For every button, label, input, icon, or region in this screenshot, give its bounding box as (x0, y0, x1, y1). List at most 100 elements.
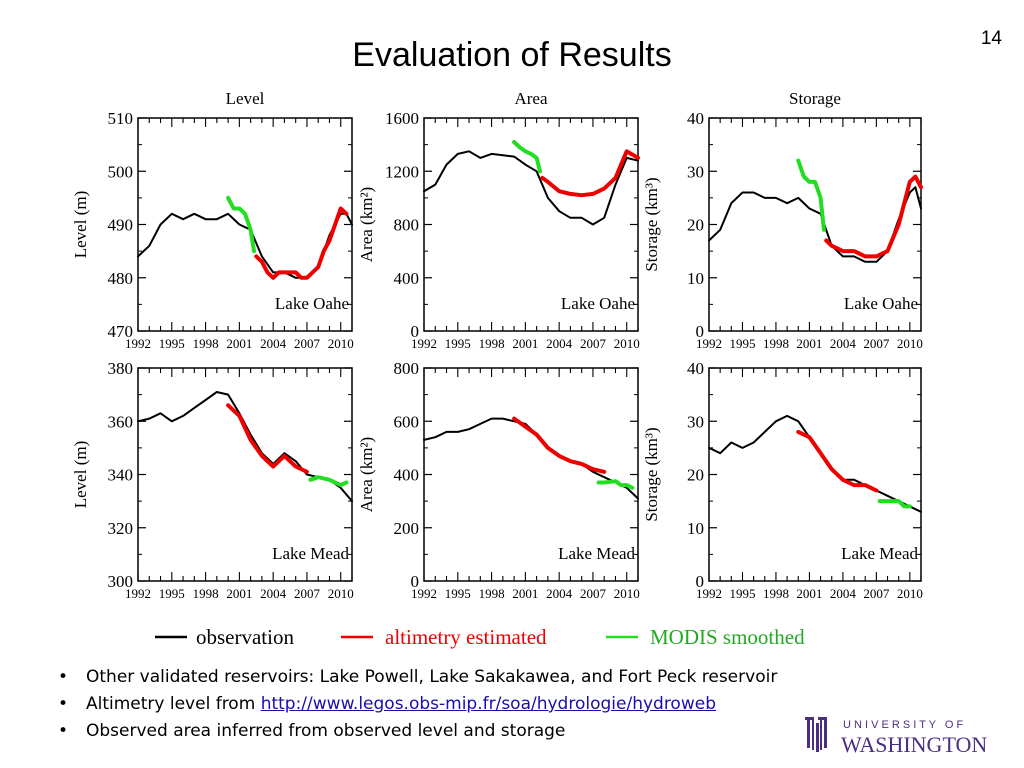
x-tick-label: 2007 (580, 586, 607, 601)
y-tick-label: 300 (108, 572, 134, 591)
series-line-MODIS-smoothed (596, 479, 635, 490)
y-tick-label: 400 (394, 269, 420, 288)
series-line-MODIS-smoothed (226, 195, 256, 254)
x-tick-label: 2004 (260, 586, 287, 601)
x-tick-label: 2001 (796, 336, 822, 351)
y-tick-label: 20 (687, 216, 704, 235)
x-tick-label: 1998 (193, 586, 219, 601)
y-tick-label: 10 (687, 519, 704, 538)
column-titles: Level Area Storage (226, 89, 841, 108)
x-tick-label: 2010 (614, 586, 640, 601)
lake-annotation: Lake Mead (272, 544, 349, 563)
x-tick-label: 1998 (479, 336, 505, 351)
x-tick-label: 2010 (328, 586, 354, 601)
lake-annotation: Lake Mead (841, 544, 918, 563)
x-tick-label: 2001 (796, 586, 822, 601)
series-line-observation (137, 212, 353, 279)
x-tick-label: 2010 (897, 336, 923, 351)
x-tick-label: 2007 (863, 586, 890, 601)
x-tick-label: 1995 (159, 336, 185, 351)
x-tick-label: 2010 (897, 586, 923, 601)
series-line-MODIS-smoothed (512, 140, 542, 174)
bullet-list: Other validated reservoirs: Lake Powell,… (58, 664, 777, 745)
lake-annotation: Lake Oahe (275, 294, 349, 313)
x-tick-label: 1998 (193, 336, 219, 351)
column-title-storage: Storage (789, 89, 841, 108)
lake-annotation: Lake Oahe (561, 294, 635, 313)
bullet-text: Other validated reservoirs: Lake Powell,… (86, 667, 778, 687)
x-tick-label: 1995 (729, 586, 755, 601)
x-tick-label: 2007 (294, 336, 321, 351)
x-tick-label: 1992 (411, 586, 437, 601)
legend-modis-label: MODIS smoothed (650, 625, 805, 649)
x-tick-label: 2004 (830, 586, 857, 601)
x-tick-label: 1992 (696, 336, 722, 351)
y-tick-label: 380 (108, 359, 134, 378)
y-tick-label: 500 (108, 162, 134, 181)
y-axis-label: Level (m) (71, 191, 90, 259)
y-tick-label: 600 (394, 412, 420, 431)
y-axis-label: Level (m) (71, 441, 90, 509)
y-tick-label: 470 (108, 322, 134, 341)
column-title-level: Level (226, 89, 265, 108)
x-tick-label: 2001 (226, 336, 252, 351)
bullet-item: Other validated reservoirs: Lake Powell,… (58, 664, 777, 691)
y-tick-label: 490 (108, 216, 134, 235)
y-tick-label: 800 (394, 216, 420, 235)
x-tick-label: 1992 (125, 586, 151, 601)
plot-panel: 0 10 20 30 40 1992 1995 1998 2001 2004 2007 2010 Sto… (642, 359, 923, 601)
legend: observation altimetry estimated MODIS sm… (155, 625, 805, 649)
x-tick-label: 1995 (159, 586, 185, 601)
x-tick-label: 2004 (546, 586, 573, 601)
x-tick-label: 1995 (729, 336, 755, 351)
x-tick-label: 1992 (125, 336, 151, 351)
legend-observation-label: observation (196, 625, 294, 649)
bullet-text: Altimetry level from (86, 694, 261, 714)
x-tick-label: 1998 (479, 586, 505, 601)
bullet-item: Altimetry level from http://www.legos.ob… (58, 691, 777, 718)
bullet-item: Observed area inferred from observed lev… (58, 718, 777, 745)
y-tick-label: 360 (108, 412, 134, 431)
y-tick-label: 0 (411, 572, 420, 591)
y-tick-label: 30 (687, 412, 704, 431)
x-tick-label: 2007 (863, 336, 890, 351)
logo-washington: WASHINGTON (841, 732, 987, 757)
uw-w-mark-icon (805, 717, 827, 752)
y-tick-label: 0 (696, 322, 705, 341)
lake-annotation: Lake Oahe (844, 294, 918, 313)
plot-panel: 0 200 400 600 800 1992 1995 1998 2001 2004 2007 201… (357, 359, 640, 601)
x-tick-label: 2010 (328, 336, 354, 351)
plot-panel: 470 480 490 500 510 1992 1995 1998 2001 2004 2007 2… (71, 109, 354, 351)
series-line-altimetry-estimated (796, 429, 879, 493)
x-tick-label: 2001 (512, 336, 538, 351)
y-tick-label: 1200 (385, 162, 419, 181)
y-axis-label: Storage (km³) (642, 177, 661, 271)
x-tick-label: 2007 (294, 586, 321, 601)
slide-number: 14 (980, 28, 1002, 49)
series-line-MODIS-smoothed (877, 499, 912, 509)
y-tick-label: 800 (394, 359, 420, 378)
series-line-altimetry-estimated (540, 149, 640, 198)
series-line-MODIS-smoothed (308, 475, 349, 488)
y-tick-label: 0 (696, 572, 705, 591)
y-tick-label: 40 (687, 109, 704, 128)
series-line-observation (137, 391, 353, 503)
y-axis-label: Area (km²) (357, 437, 376, 512)
series-line-altimetry-estimated (254, 206, 349, 280)
y-tick-label: 200 (394, 519, 420, 538)
university-logo: U N I V E R S I T Y O F WASHINGTON (805, 717, 987, 757)
plot-panel: 300 320 340 360 380 1992 1995 1998 2001 2004 2007 2… (71, 359, 354, 601)
y-tick-label: 1600 (385, 109, 419, 128)
hydroweb-link[interactable]: http://www.legos.obs-mip.fr/soa/hydrolog… (260, 694, 716, 714)
y-tick-label: 480 (108, 269, 134, 288)
logo-university-of: U N I V E R S I T Y O F (843, 719, 964, 731)
plots: 470 480 490 500 510 1992 1995 1998 2001 2004 2007 2… (71, 109, 923, 601)
y-tick-label: 10 (687, 269, 704, 288)
lake-annotation: Lake Mead (558, 544, 635, 563)
column-title-area: Area (514, 89, 547, 108)
series-line-observation (423, 150, 639, 226)
x-tick-label: 1998 (763, 336, 789, 351)
y-tick-label: 510 (108, 109, 134, 128)
x-tick-label: 1995 (445, 336, 471, 351)
chart-grid: Level Area Storage 470 480 490 500 510 1992 1995… (71, 89, 923, 649)
